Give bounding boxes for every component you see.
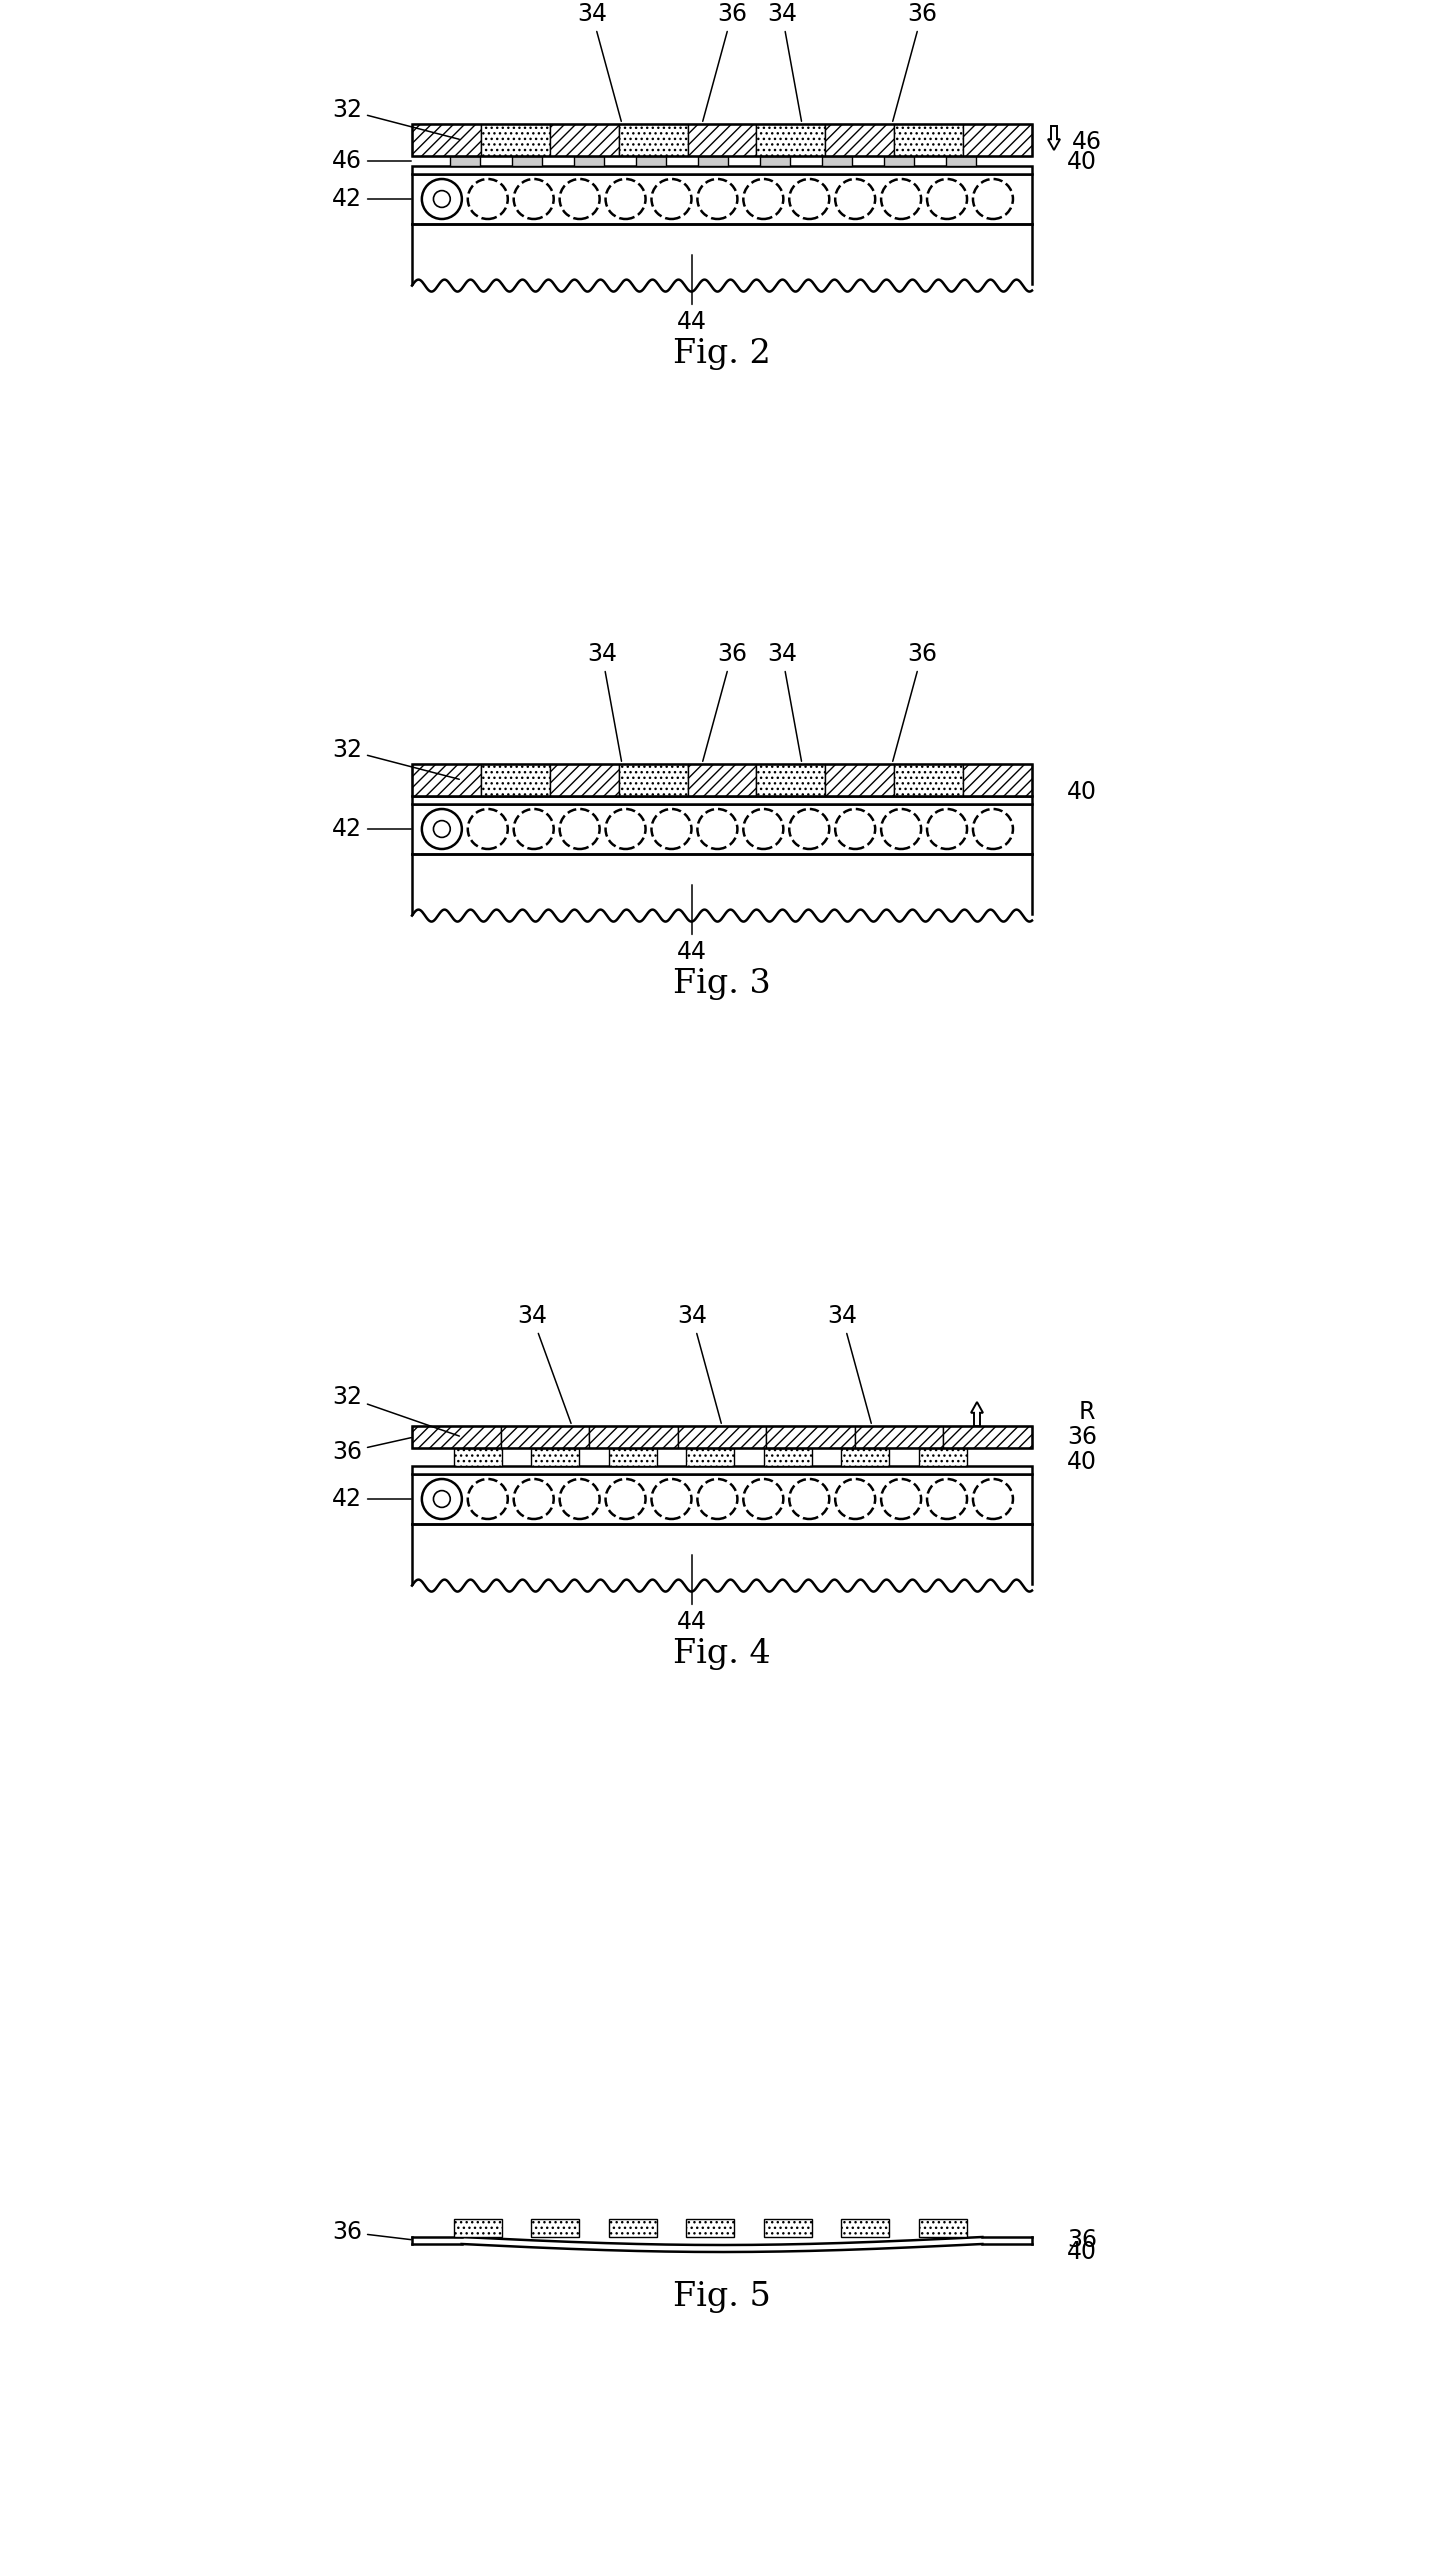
Text: Fig. 3: Fig. 3 <box>673 969 771 999</box>
Bar <box>963 125 1032 155</box>
Text: 36: 36 <box>332 2220 412 2243</box>
Bar <box>677 1425 767 1448</box>
Bar <box>531 1448 579 1466</box>
Bar <box>412 1473 1032 1524</box>
Bar <box>946 155 976 166</box>
Bar <box>826 765 894 795</box>
Text: 46: 46 <box>1071 130 1102 153</box>
Text: 36: 36 <box>703 642 747 762</box>
Bar <box>884 155 914 166</box>
Bar <box>894 125 963 155</box>
Bar <box>943 1425 1032 1448</box>
Text: 36: 36 <box>1067 1425 1097 1448</box>
Text: Fig. 4: Fig. 4 <box>673 1639 771 1670</box>
Text: 40: 40 <box>1067 150 1097 173</box>
Text: 34: 34 <box>767 3 801 122</box>
Text: 46: 46 <box>332 148 412 173</box>
Text: 32: 32 <box>332 739 459 780</box>
Bar <box>687 125 757 155</box>
Bar <box>481 125 550 155</box>
Bar <box>609 2220 657 2238</box>
Bar <box>412 125 481 155</box>
Bar <box>453 1448 503 1466</box>
Text: 36: 36 <box>332 1438 412 1463</box>
Bar <box>449 155 479 166</box>
Text: 40: 40 <box>1067 2241 1097 2264</box>
Text: 42: 42 <box>332 818 412 841</box>
Bar <box>550 765 618 795</box>
Bar <box>894 765 963 795</box>
Bar <box>757 765 826 795</box>
Bar <box>764 2220 812 2238</box>
Text: 32: 32 <box>332 1384 459 1435</box>
Text: 34: 34 <box>578 3 621 122</box>
Bar <box>412 166 1032 173</box>
Text: 34: 34 <box>767 642 801 762</box>
Bar <box>609 1448 657 1466</box>
Text: 44: 44 <box>677 255 708 334</box>
Bar <box>412 803 1032 854</box>
Bar <box>412 765 1032 795</box>
Text: 32: 32 <box>332 97 459 140</box>
Bar <box>412 765 481 795</box>
Text: 34: 34 <box>517 1305 570 1422</box>
Bar <box>918 2220 967 2238</box>
Text: Fig. 5: Fig. 5 <box>673 2281 771 2312</box>
Bar <box>767 1425 855 1448</box>
Bar <box>412 173 1032 224</box>
Bar <box>686 1448 735 1466</box>
Bar <box>412 795 1032 803</box>
Bar <box>764 1448 812 1466</box>
Text: 40: 40 <box>1067 1450 1097 1473</box>
Text: 40: 40 <box>1067 780 1097 803</box>
Text: 44: 44 <box>677 1555 708 1634</box>
Polygon shape <box>1048 125 1060 150</box>
Bar <box>412 1425 1032 1448</box>
Text: 36: 36 <box>892 642 937 762</box>
Bar <box>589 1425 677 1448</box>
Text: 36: 36 <box>1067 2228 1097 2251</box>
Bar <box>618 125 687 155</box>
Bar <box>412 1466 1032 1473</box>
Bar <box>531 2220 579 2238</box>
Text: 42: 42 <box>332 1486 412 1512</box>
Text: 34: 34 <box>588 642 621 762</box>
Bar <box>618 765 687 795</box>
Text: 42: 42 <box>332 186 412 212</box>
Bar <box>760 155 790 166</box>
Bar <box>855 1425 943 1448</box>
Bar <box>918 1448 967 1466</box>
Bar <box>826 125 894 155</box>
Bar <box>686 2220 735 2238</box>
Text: 44: 44 <box>677 885 708 964</box>
Bar <box>822 155 852 166</box>
Bar <box>511 155 542 166</box>
Text: 36: 36 <box>703 3 747 122</box>
Bar <box>635 155 666 166</box>
Bar <box>842 1448 890 1466</box>
Bar <box>963 765 1032 795</box>
Text: R: R <box>1079 1399 1095 1425</box>
Polygon shape <box>970 1402 983 1425</box>
Bar <box>697 155 728 166</box>
Bar <box>412 1425 501 1448</box>
Bar <box>550 125 618 155</box>
Bar <box>757 125 826 155</box>
Bar <box>687 765 757 795</box>
Text: Fig. 2: Fig. 2 <box>673 339 771 370</box>
Bar <box>573 155 604 166</box>
Bar <box>412 125 1032 155</box>
Bar <box>501 1425 589 1448</box>
Bar <box>453 2220 503 2238</box>
Bar <box>481 765 550 795</box>
Text: 36: 36 <box>892 3 937 122</box>
Text: 34: 34 <box>677 1305 721 1422</box>
Text: 34: 34 <box>827 1305 871 1422</box>
Bar <box>842 2220 890 2238</box>
